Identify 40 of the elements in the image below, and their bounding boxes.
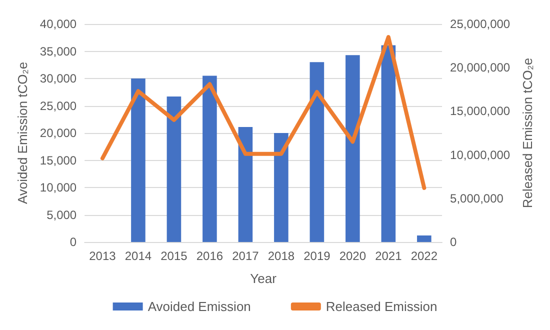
x-tick-label: 2016 [196,249,224,263]
y2-tick-label: 20,000,000 [450,60,510,75]
x-tick-label: 2014 [124,249,152,263]
bar [346,55,360,242]
y2-tick-label: 10,000,000 [450,148,510,162]
bar [202,76,217,242]
y2-tick-label: 25,000,000 [450,17,510,31]
y-tick-label: 0 [70,235,77,249]
x-tick-label: 2015 [160,249,188,263]
y-axis-title: Avoided Emission tCO₂e [15,62,30,204]
y-tick-label: 40,000 [40,17,77,31]
x-tick-label: 2017 [232,249,260,263]
bar [310,62,324,242]
x-tick-label: 2022 [410,249,438,263]
y-tick-label: 20,000 [40,126,77,140]
y2-tick-label: 5,000,000 [450,191,504,206]
bar [131,78,146,242]
y2-tick-label: 0 [450,235,458,249]
bar [417,235,432,242]
line-series [100,35,426,190]
y2-axis-title: Released Emission tCO₂e [520,58,535,208]
y-tick-label: 25,000 [40,98,77,113]
y-tick-label: 30,000 [40,72,77,86]
x-tick-label: 2018 [268,249,295,263]
y2-tick-label: 15,000,000 [450,104,510,118]
x-tick-label: 2021 [375,249,402,263]
y-tick-label: 5,000 [46,208,77,222]
legend-label: Avoided Emission [148,299,251,314]
legend-label: Released Emission [326,299,438,314]
y-tick-label: 15,000 [40,153,77,168]
x-tick-label: 2013 [89,249,116,263]
x-tick-label: 2020 [339,249,366,263]
x-axis-title: Year [250,271,278,286]
y-tick-label: 10,000 [40,180,77,194]
bar [238,127,253,242]
bar [274,133,288,242]
x-tick-label: 2019 [304,249,331,263]
bar [381,45,396,242]
y-tick-label: 35,000 [40,44,77,58]
bar [166,96,182,242]
